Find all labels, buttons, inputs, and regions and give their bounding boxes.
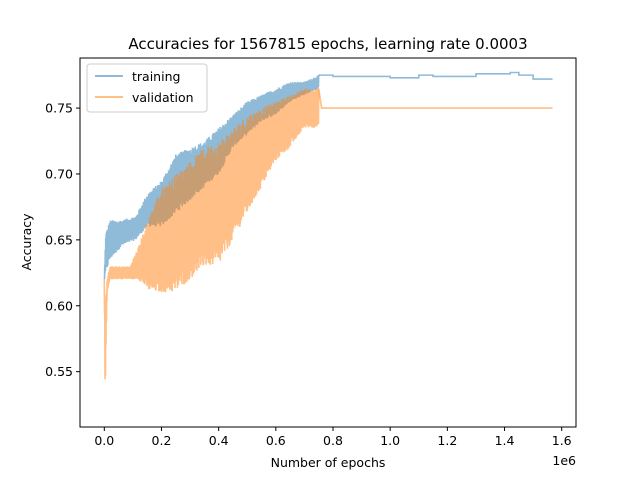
x-tick-label: 0.0 (94, 433, 114, 448)
legend-label-validation: validation (132, 90, 194, 105)
legend-label-training: training (132, 69, 180, 84)
x-axis: 0.0 0.2 0.4 0.6 0.8 1.0 1.2 1.4 1.6 (94, 427, 572, 448)
x-tick-label: 1.6 (552, 433, 572, 448)
x-axis-offset-label: 1e6 (552, 453, 576, 468)
plot-area-frame (79, 57, 577, 428)
x-tick-label: 1.0 (380, 433, 400, 448)
series-band-validation (103, 88, 320, 380)
chart-title: Accuracies for 1567815 epochs, learning … (128, 35, 527, 53)
y-axis-label: Accuracy (19, 213, 34, 271)
y-tick-label: 0.60 (45, 298, 73, 313)
y-tick-label: 0.55 (45, 364, 73, 379)
x-tick-label: 0.2 (152, 433, 172, 448)
series-line-validation (317, 88, 553, 109)
x-tick-label: 0.6 (266, 433, 286, 448)
series-line-training (318, 71, 553, 80)
series-layer (103, 71, 553, 380)
x-tick-label: 0.8 (323, 433, 343, 448)
x-tick-label: 1.4 (495, 433, 515, 448)
y-tick-label: 0.70 (45, 166, 73, 181)
series-validation (103, 88, 553, 380)
y-axis: 0.55 0.60 0.65 0.70 0.75 (45, 101, 80, 379)
x-axis-label: Number of epochs (271, 455, 386, 470)
x-tick-label: 0.4 (209, 433, 229, 448)
legend: training validation (86, 63, 208, 113)
series-band-training (103, 75, 320, 280)
y-tick-label: 0.65 (45, 232, 73, 247)
y-tick-label: 0.75 (45, 101, 73, 116)
x-tick-label: 1.2 (437, 433, 457, 448)
series-training (103, 71, 553, 280)
